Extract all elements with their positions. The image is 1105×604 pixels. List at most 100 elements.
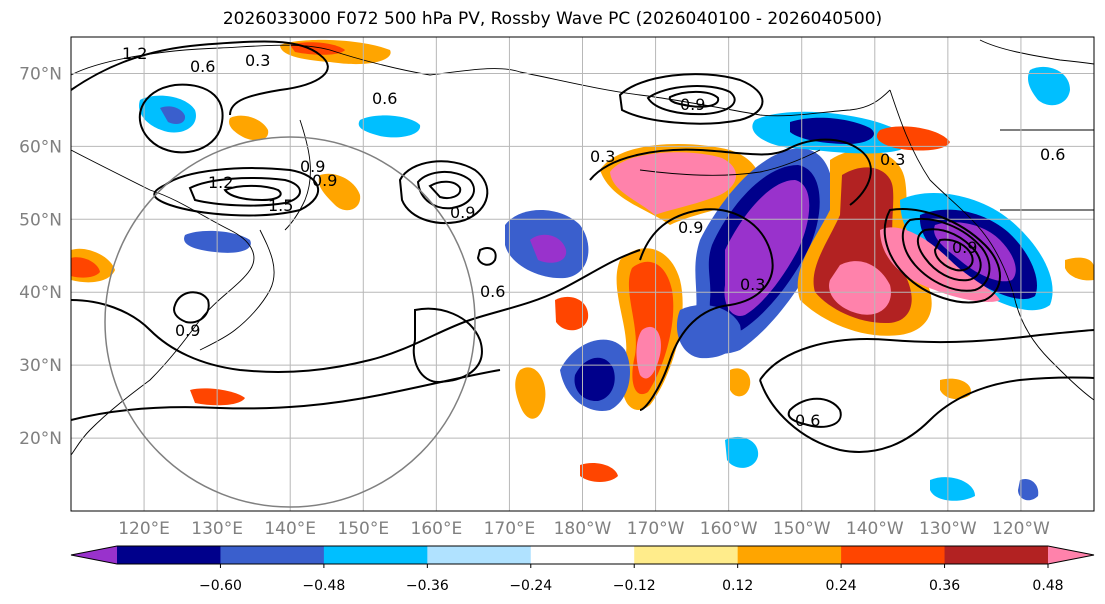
longitude-label: 150°E — [337, 519, 389, 539]
contour-label: 0.9 — [312, 171, 337, 190]
pv-contour — [589, 138, 872, 206]
colorbar: −0.60 −0.48 −0.36 −0.24 −0.12 0.12 0.24 0.36 0.4… — [70, 545, 1095, 594]
pv-contour — [883, 208, 1001, 304]
contour-labels: 1.2 0.6 0.3 0.6 0.9 0.9 1.2 1.5 0.9 0.9 … — [122, 44, 1065, 430]
longitude-label: 140°E — [264, 519, 316, 539]
pv-contour — [188, 177, 301, 207]
contour-label: 0.9 — [300, 157, 325, 176]
contour-label: 0.9 — [175, 321, 200, 340]
longitude-label: 160°E — [411, 519, 463, 539]
colorbar-segment — [427, 546, 532, 564]
latitude-label: 60°N — [19, 137, 62, 157]
pv-contour — [398, 160, 489, 225]
longitude-label: 170°E — [484, 519, 536, 539]
pv-contour — [901, 218, 991, 292]
pv-contour — [138, 83, 224, 154]
colorbar-segment — [737, 546, 842, 564]
colorbar-tick-label: 0.24 — [826, 578, 857, 594]
positive-anomaly-east-edge — [1065, 257, 1094, 281]
pv-contour — [618, 73, 764, 125]
longitude-label: 120°W — [992, 519, 1050, 539]
contour-label: 0.9 — [678, 218, 703, 237]
longitude-label: 130°E — [191, 519, 243, 539]
colorbar-segment — [944, 546, 1049, 564]
latitude-label: 50°N — [19, 210, 62, 230]
contour-label: 1.5 — [268, 196, 293, 215]
pv-contour — [933, 238, 974, 272]
contour-label: 0.6 — [372, 89, 397, 108]
colorbar-segment — [323, 546, 428, 564]
longitude-label: 170°W — [627, 519, 685, 539]
pv-contour — [759, 329, 1094, 381]
colorbar-tick-label: 0.36 — [929, 578, 960, 594]
coastline-canada — [979, 39, 1094, 211]
positive-anomaly-160e — [555, 296, 589, 331]
positive-anomaly-ridge-alaska-core — [610, 152, 737, 215]
colorbar-tick-label: −0.36 — [406, 578, 449, 594]
coastline-north-america — [889, 89, 1094, 401]
colorbar-tick-label: −0.48 — [302, 578, 345, 594]
coastline-alaska — [519, 71, 891, 117]
positive-anomaly-ridge-140w-core — [829, 261, 891, 315]
contour-label: 1.2 — [122, 44, 147, 63]
contour-label: 0.3 — [245, 51, 270, 70]
contour-label: 0.9 — [680, 95, 705, 114]
positive-anomaly-south-170e — [515, 367, 546, 419]
positive-anomaly-sakhalin — [229, 115, 269, 141]
map-frame — [70, 36, 1095, 512]
contour-label: 1.2 — [208, 173, 233, 192]
colorbar-segment — [117, 546, 221, 564]
pv-contour — [223, 184, 282, 202]
negative-anomaly-tropics-1 — [725, 436, 759, 468]
contour-label: 0.3 — [590, 147, 615, 166]
latitude-label: 20°N — [19, 429, 62, 449]
colorbar-tick-label: 0.48 — [1032, 578, 1063, 594]
coastline-japan — [199, 229, 275, 351]
pv-contour — [787, 397, 842, 428]
latitude-label: 40°N — [19, 283, 62, 303]
colorbar-tick-label: −0.60 — [199, 578, 242, 594]
colorbar-tick-label: 0.12 — [722, 578, 753, 594]
latitude-label: 70°N — [19, 64, 62, 84]
pv-contour — [639, 208, 774, 411]
colorbar-extend-max — [1048, 546, 1094, 564]
positive-anomaly-alaska-east — [876, 126, 950, 151]
pv-contour — [153, 167, 320, 217]
pv-contour — [428, 180, 462, 199]
positive-anomaly-coastal-ridge — [880, 227, 1000, 302]
contour-label: 0.9 — [952, 238, 977, 257]
positive-anomaly-west-edge-core — [71, 257, 100, 278]
negative-anomaly-central-pacific-core — [530, 234, 567, 263]
pv-contour — [759, 376, 1094, 453]
pv-contour — [412, 307, 483, 384]
colorbar-segment — [634, 546, 739, 564]
longitude-label: 150°W — [773, 519, 831, 539]
colorbar-segment — [530, 546, 635, 564]
pv-contour — [71, 249, 641, 373]
pv-contour — [646, 85, 736, 116]
longitude-label: 120°E — [118, 519, 170, 539]
pv-contour — [71, 40, 329, 116]
pv-contours — [71, 40, 1094, 453]
negative-anomaly-arctic-east — [1027, 66, 1070, 106]
colorbar-segment — [841, 546, 946, 564]
contour-label: 0.3 — [880, 150, 905, 169]
map-plot-area: 1.2 0.6 0.3 0.6 0.9 0.9 1.2 1.5 0.9 0.9 … — [71, 37, 1094, 511]
longitude-label: 130°W — [919, 519, 977, 539]
latitude-labels: 70°N 60°N 50°N 40°N 30°N 20°N — [19, 64, 62, 449]
latitude-label: 30°N — [19, 356, 62, 376]
contour-label: 0.9 — [450, 203, 475, 222]
colorbar-tick-label: −0.24 — [509, 578, 552, 594]
negative-anomaly-sea-of-okhotsk — [358, 115, 421, 138]
coastline-kamchatka — [284, 119, 311, 231]
contour-label: 0.6 — [1040, 145, 1065, 164]
negative-anomaly-subtropics-core — [574, 357, 615, 402]
pv-contour — [668, 90, 720, 108]
pv-contour — [173, 291, 210, 324]
pv-contour — [916, 228, 982, 282]
negative-anomaly-siberia-core — [160, 106, 186, 124]
longitude-label: 180°W — [554, 519, 612, 539]
pv-contour — [476, 247, 497, 266]
positive-anomaly-tropics-1 — [580, 463, 618, 482]
